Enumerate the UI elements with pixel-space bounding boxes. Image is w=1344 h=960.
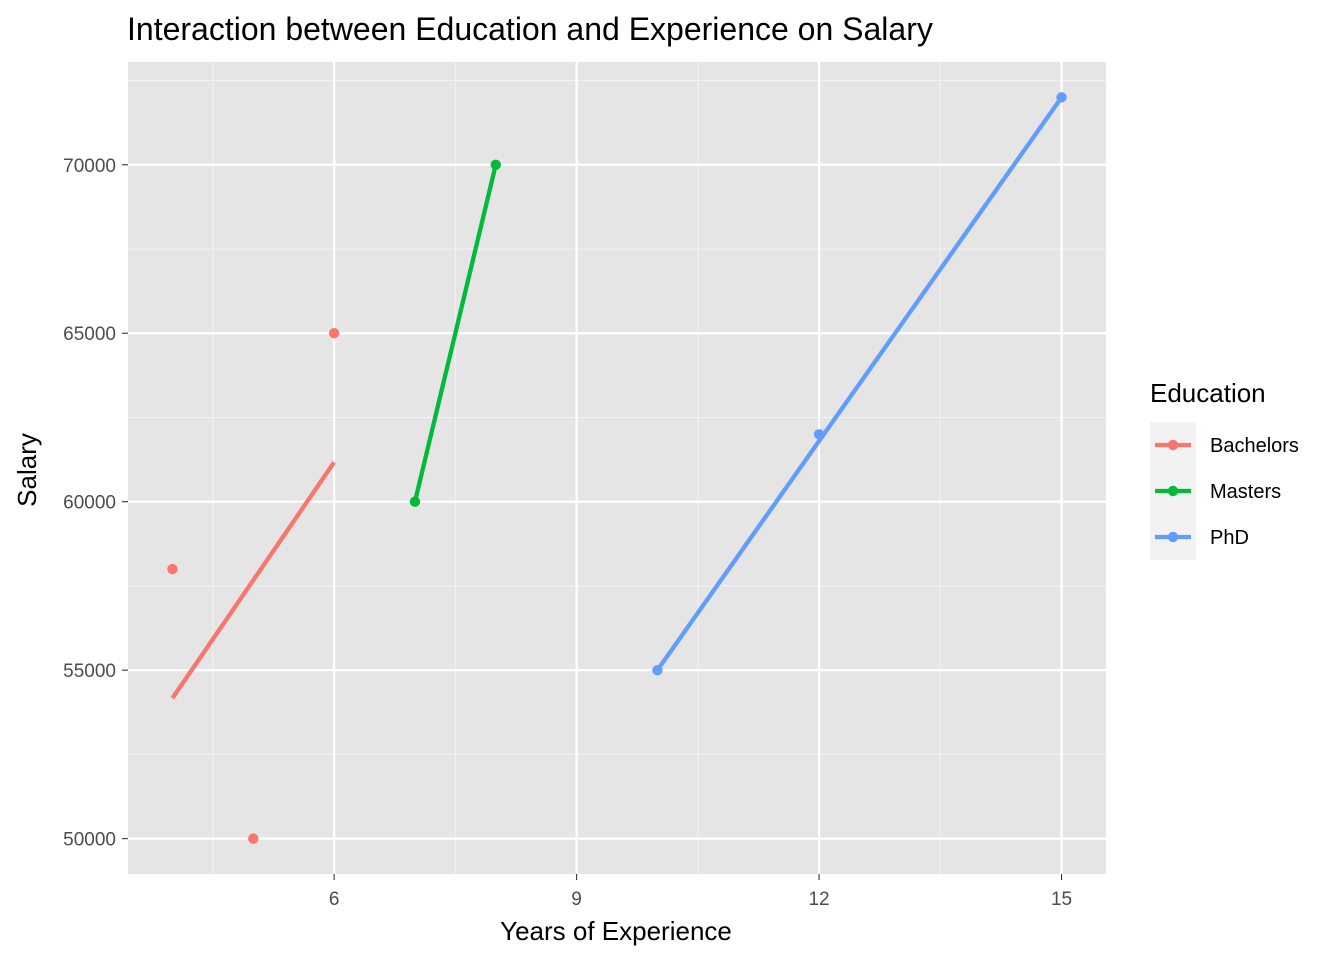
legend-label-phd: PhD (1210, 527, 1249, 549)
x-axis-ticks: 6 9 12 15 (329, 874, 1072, 910)
chart-title: Interaction between Education and Experi… (127, 11, 933, 47)
data-point-phd (1056, 92, 1067, 103)
legend-label-masters: Masters (1210, 481, 1281, 503)
data-points (167, 92, 1067, 844)
data-point-bachelors (248, 833, 259, 844)
fit-line-phd (655, 96, 1064, 672)
legend-key-point (1167, 439, 1179, 451)
data-point-phd (652, 664, 663, 676)
fit-lines (170, 96, 1064, 700)
panel-background (128, 62, 1106, 874)
legend-label-bachelors: Bachelors (1210, 435, 1299, 457)
data-point-phd (813, 429, 825, 440)
data-point-bachelors (167, 563, 178, 575)
y-tick-label: 70000 (63, 156, 116, 177)
minor-gridlines (128, 62, 1106, 874)
legend-keys: Bachelors Masters PhD (1150, 422, 1299, 560)
y-axis-title: Salary (12, 433, 42, 507)
x-tick-label: 15 (1051, 889, 1072, 910)
plot-panel (128, 62, 1106, 874)
x-tick-label: 6 (329, 889, 340, 910)
data-point-masters (409, 496, 421, 507)
y-tick-label: 55000 (63, 661, 116, 682)
x-tick-label: 9 (571, 889, 582, 910)
fit-line-masters (412, 164, 498, 503)
x-tick-label: 12 (808, 889, 829, 910)
x-axis-title: Years of Experience (500, 916, 732, 946)
y-tick-label: 65000 (63, 324, 116, 345)
y-tick-label: 50000 (63, 830, 116, 851)
legend-title: Education (1150, 378, 1266, 408)
data-point-masters (490, 159, 501, 170)
legend-key-point (1167, 531, 1179, 543)
legend-key-point (1167, 485, 1179, 497)
legend: Education Bachelors Masters PhD (1150, 378, 1299, 560)
y-axis-ticks: 50000 55000 60000 65000 70000 (63, 156, 128, 851)
major-gridlines (128, 62, 1106, 874)
y-tick-label: 60000 (63, 493, 116, 514)
fit-line-bachelors (170, 461, 336, 700)
data-point-bachelors (328, 328, 340, 339)
